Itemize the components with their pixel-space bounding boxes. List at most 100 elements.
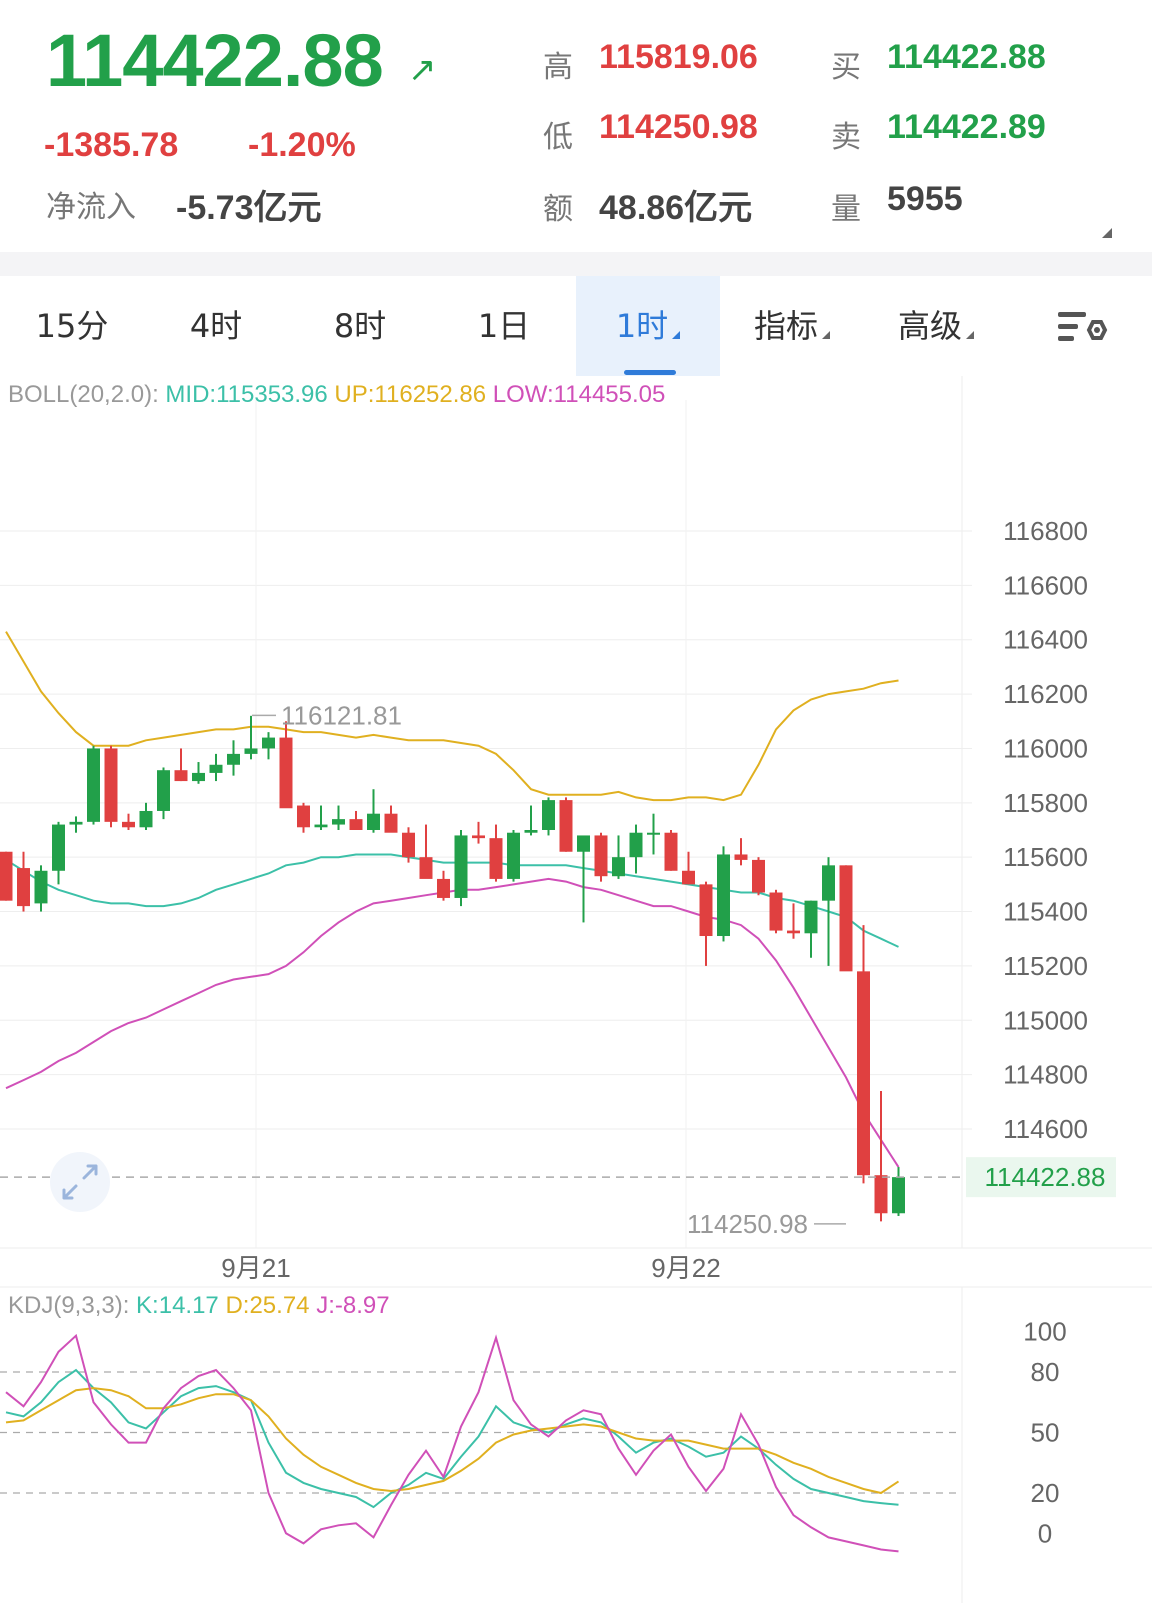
active-tab-indicator	[624, 370, 676, 375]
ask-value: 114422.89	[887, 108, 1046, 146]
expand-arrows-icon[interactable]	[50, 1152, 110, 1212]
y-tick-label: 116200	[1003, 679, 1088, 709]
ask-label: 卖	[831, 120, 861, 155]
kdj-y-tick-label: 100	[1023, 1317, 1066, 1347]
candle-body	[577, 835, 590, 852]
boll-up: UP:116252.86	[334, 381, 487, 408]
tab-label: 15分	[35, 307, 109, 345]
candle-body	[52, 824, 65, 871]
tab-1d[interactable]: 1日	[432, 276, 576, 376]
tab-8h[interactable]: 8时	[288, 276, 432, 376]
kdj-j: J:-8.97	[316, 1292, 390, 1319]
section-divider	[0, 252, 1152, 276]
candle-body	[297, 805, 310, 828]
x-tick-label: 9月21	[221, 1253, 290, 1283]
candle-body	[892, 1177, 905, 1214]
price-change-percent: -1.20%	[248, 126, 356, 164]
last-price: 114422.88	[46, 19, 384, 102]
candle-body	[384, 813, 398, 833]
candle-body	[612, 857, 625, 877]
candle-body	[664, 832, 678, 871]
dropdown-triangle-icon	[672, 331, 681, 339]
candle-body	[332, 819, 345, 825]
low-label: 低	[543, 120, 573, 155]
high-value: 115819.06	[599, 38, 758, 76]
candle-body	[139, 810, 153, 828]
candle-body	[647, 832, 660, 835]
up-right-arrow-icon: ↗	[408, 50, 437, 90]
candle-body	[402, 832, 415, 858]
current-price-label: 114422.88	[985, 1162, 1106, 1192]
volume-value: 5955	[887, 180, 963, 218]
tab-label: 4时	[189, 307, 243, 345]
candle-body	[717, 854, 730, 937]
netflow-label: 净流入	[46, 190, 136, 225]
candle-body	[367, 813, 380, 830]
dropdown-triangle-icon	[966, 331, 974, 339]
candle-body	[804, 900, 818, 934]
candle-body	[594, 835, 608, 877]
tab-15min[interactable]: 15分	[0, 276, 144, 376]
y-tick-label: 114600	[1003, 1114, 1088, 1144]
quote-panel: 114422.88 ↗ -1385.78 -1.20% 净流入 -5.73亿元 …	[0, 0, 1152, 252]
candle-body	[787, 930, 800, 934]
candle-body	[244, 748, 258, 754]
candle-body	[769, 892, 783, 931]
tab-label: 指标	[753, 307, 818, 345]
kdj-title: KDJ(9,3,3):	[8, 1292, 130, 1319]
y-tick-label: 115400	[1003, 897, 1088, 927]
candle-body	[227, 753, 240, 765]
candle-body	[349, 819, 363, 830]
kdj-y-tick-label: 50	[1031, 1418, 1060, 1448]
candle-body	[122, 821, 135, 828]
boll-mid: MID:115353.96	[165, 381, 328, 408]
kdj-d: D:25.74	[225, 1292, 310, 1319]
expand-corner-icon[interactable]	[1102, 228, 1112, 238]
tab-indicators[interactable]: 指标	[720, 276, 864, 376]
volume-label: 量	[831, 192, 861, 227]
y-tick-label: 115200	[1003, 951, 1088, 981]
candle-body	[734, 854, 748, 860]
candle-body	[524, 830, 538, 833]
candle-body	[192, 772, 205, 782]
kdj-j-line	[5, 1333, 899, 1553]
candle-body	[174, 770, 188, 782]
settings-list-icon[interactable]	[1008, 276, 1152, 376]
y-tick-label: 116600	[1003, 570, 1088, 600]
kdj-k: K:14.17	[136, 1292, 219, 1319]
tab-advanced[interactable]: 高级	[864, 276, 1008, 376]
boll-mid-line	[5, 853, 899, 948]
candle-body	[542, 800, 555, 830]
candle-body	[419, 857, 433, 879]
tab-label: 1日	[477, 307, 531, 345]
boll-low: LOW:114455.05	[492, 381, 666, 408]
boll-up-line	[5, 631, 899, 802]
expand-icon-arrows	[62, 1164, 98, 1200]
candle-body	[104, 748, 118, 822]
candle-body	[874, 1175, 888, 1214]
y-tick-label: 116800	[1003, 516, 1088, 546]
candle-body	[17, 868, 30, 907]
tab-1h[interactable]: 1时	[576, 276, 720, 376]
candle-body	[507, 832, 520, 879]
candle-body	[682, 870, 695, 885]
candle-body	[839, 865, 853, 972]
y-tick-label: 114800	[1003, 1060, 1088, 1090]
tab-label: 1时	[615, 307, 669, 345]
candle-body	[157, 770, 170, 811]
candle-body	[752, 859, 765, 893]
tab-4h[interactable]: 4时	[144, 276, 288, 376]
candle-body	[0, 851, 13, 901]
candle-body	[87, 748, 100, 822]
candle-body	[472, 835, 485, 839]
candle-body	[559, 800, 573, 852]
period-tabs: 15分 4时 8时 1日 1时 指标 高级	[0, 276, 1152, 376]
candle-body	[699, 884, 713, 937]
candle-body	[262, 737, 275, 749]
low-value: 114250.98	[599, 108, 758, 146]
boll-title: BOLL(20,2.0):	[8, 381, 159, 408]
dropdown-triangle-icon	[822, 331, 830, 339]
high-label: 高	[543, 50, 573, 85]
kdj-y-tick-label: 20	[1031, 1478, 1060, 1508]
